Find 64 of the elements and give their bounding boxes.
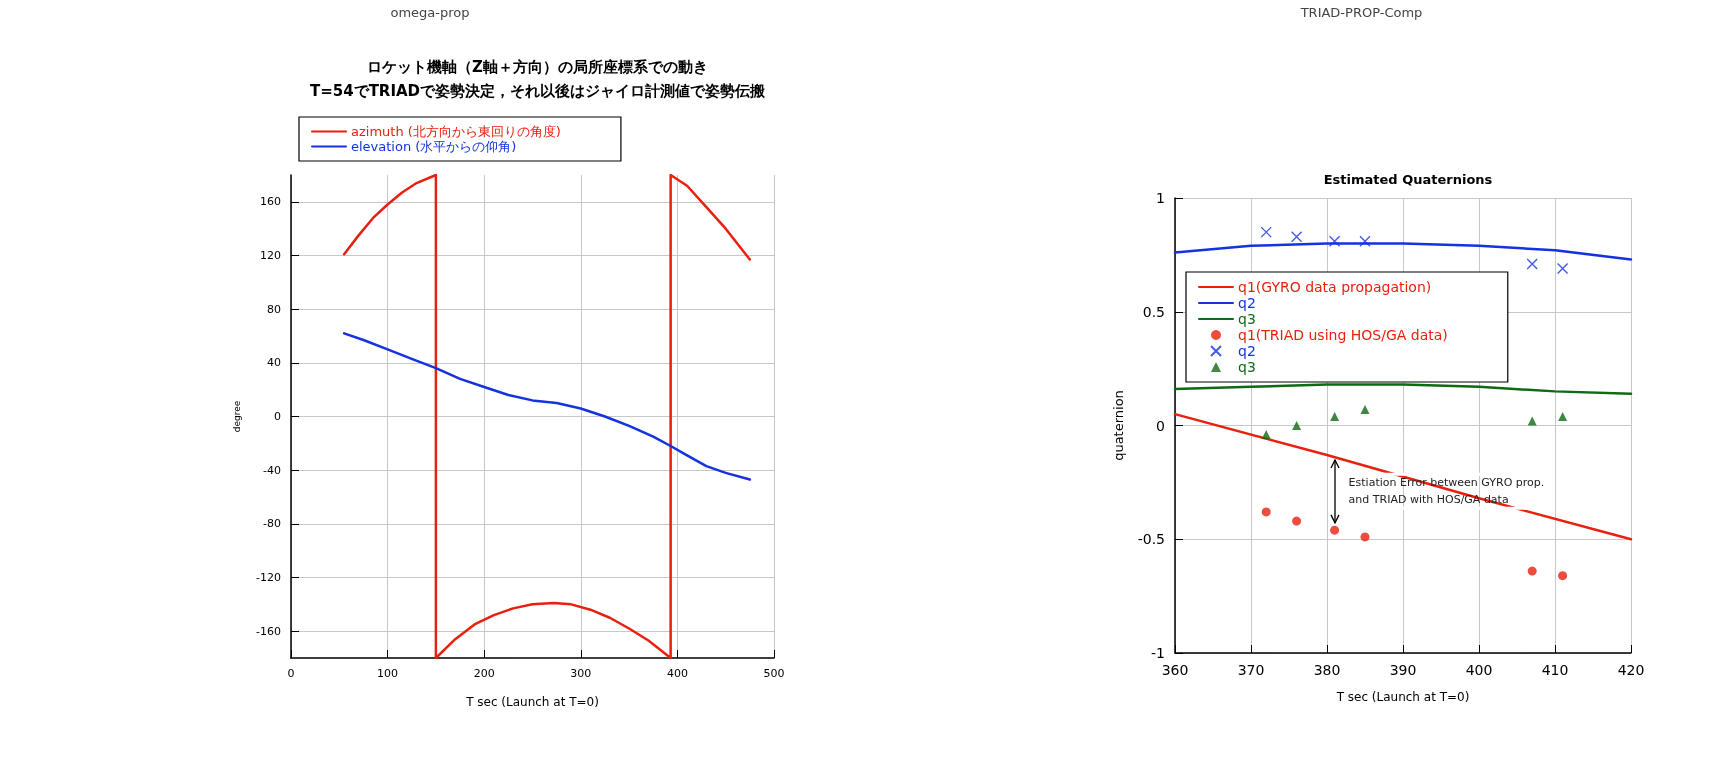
y-tick-label: 120 (260, 249, 281, 262)
y-tick-label: 0 (1156, 417, 1165, 434)
y-tick-label: 80 (267, 302, 281, 316)
line-series (1173, 412, 1633, 541)
y-tick-label: 160 (260, 195, 281, 209)
chart-title: Estimated Quaternions (1323, 171, 1493, 187)
point (1328, 235, 1341, 247)
legend-label: q1(GYRO data propagation) (1238, 279, 1432, 295)
point (1261, 430, 1271, 440)
line-series (342, 173, 752, 660)
point (1290, 230, 1303, 243)
legend-label: q3 (1238, 359, 1256, 375)
x-tick-label: 370 (1237, 662, 1265, 678)
y-tick-label: 1 (1156, 190, 1165, 206)
line-series (342, 332, 752, 481)
y-axis-title: quaternion (1111, 390, 1126, 461)
point (1260, 226, 1272, 238)
x-tick-label: 360 (1161, 662, 1189, 678)
text: omega-prop (390, 5, 470, 20)
x-tick-label: 410 (1541, 662, 1569, 678)
point (1527, 566, 1537, 576)
legend-label: q2 (1238, 295, 1256, 311)
x-tick-label: 300 (570, 667, 592, 680)
legend-label: q2 (1238, 343, 1256, 359)
y-tick-label: -80 (263, 517, 281, 531)
y-tick-label: -120 (256, 571, 281, 584)
legend-label: elevation (水平からの仰角) (351, 139, 517, 154)
point (1558, 571, 1568, 581)
point (1360, 405, 1370, 415)
legend-label: q3 (1238, 311, 1256, 327)
chart-title: ロケット機軸（Z軸＋方向）の局所座標系での動き T=54でTRIADで姿勢決定，それ以後はジャイロ計測値で姿勢伝搬 (309, 58, 767, 100)
y-tick-label: -0.5 (1137, 531, 1165, 548)
x-tick-label: 500 (763, 667, 785, 680)
legend-label: q1(TRIAD using HOS/GA data) (1238, 327, 1448, 343)
x-tick-label: 420 (1617, 662, 1645, 678)
point (1261, 507, 1271, 517)
line-series (1173, 383, 1633, 395)
legend-label: azimuth (北方向から東回りの角度) (351, 124, 561, 139)
x-axis-title: T sec (Launch at T=0) (465, 695, 599, 709)
y-tick-label: 40 (267, 356, 281, 370)
y-tick-label: 0 (274, 410, 281, 423)
y-tick-label: 0.5 (1142, 303, 1165, 320)
point (1292, 421, 1302, 430)
y-tick-label: -1 (1151, 645, 1165, 661)
point (1330, 411, 1340, 421)
point (1558, 411, 1568, 421)
point (1360, 532, 1370, 542)
point (1330, 525, 1340, 535)
x-tick-label: 100 (377, 667, 399, 680)
x-tick-label: 0 (287, 667, 295, 680)
y-tick-label: -160 (256, 624, 281, 638)
x-tick-label: 400 (666, 667, 688, 680)
point (1526, 258, 1538, 270)
text: TRIAD-PROP-Comp (1299, 5, 1423, 20)
x-tick-label: 380 (1313, 662, 1341, 678)
x-tick-label: 400 (1465, 662, 1493, 678)
point (1556, 262, 1569, 275)
x-axis-title: T sec (Launch at T=0) (1335, 690, 1470, 704)
x-tick-label: 200 (473, 667, 495, 680)
y-axis-title: degree (231, 400, 242, 433)
y-tick-label: -40 (263, 463, 281, 477)
x-tick-label: 390 (1389, 662, 1417, 678)
point (1292, 516, 1302, 526)
point (1359, 235, 1371, 247)
